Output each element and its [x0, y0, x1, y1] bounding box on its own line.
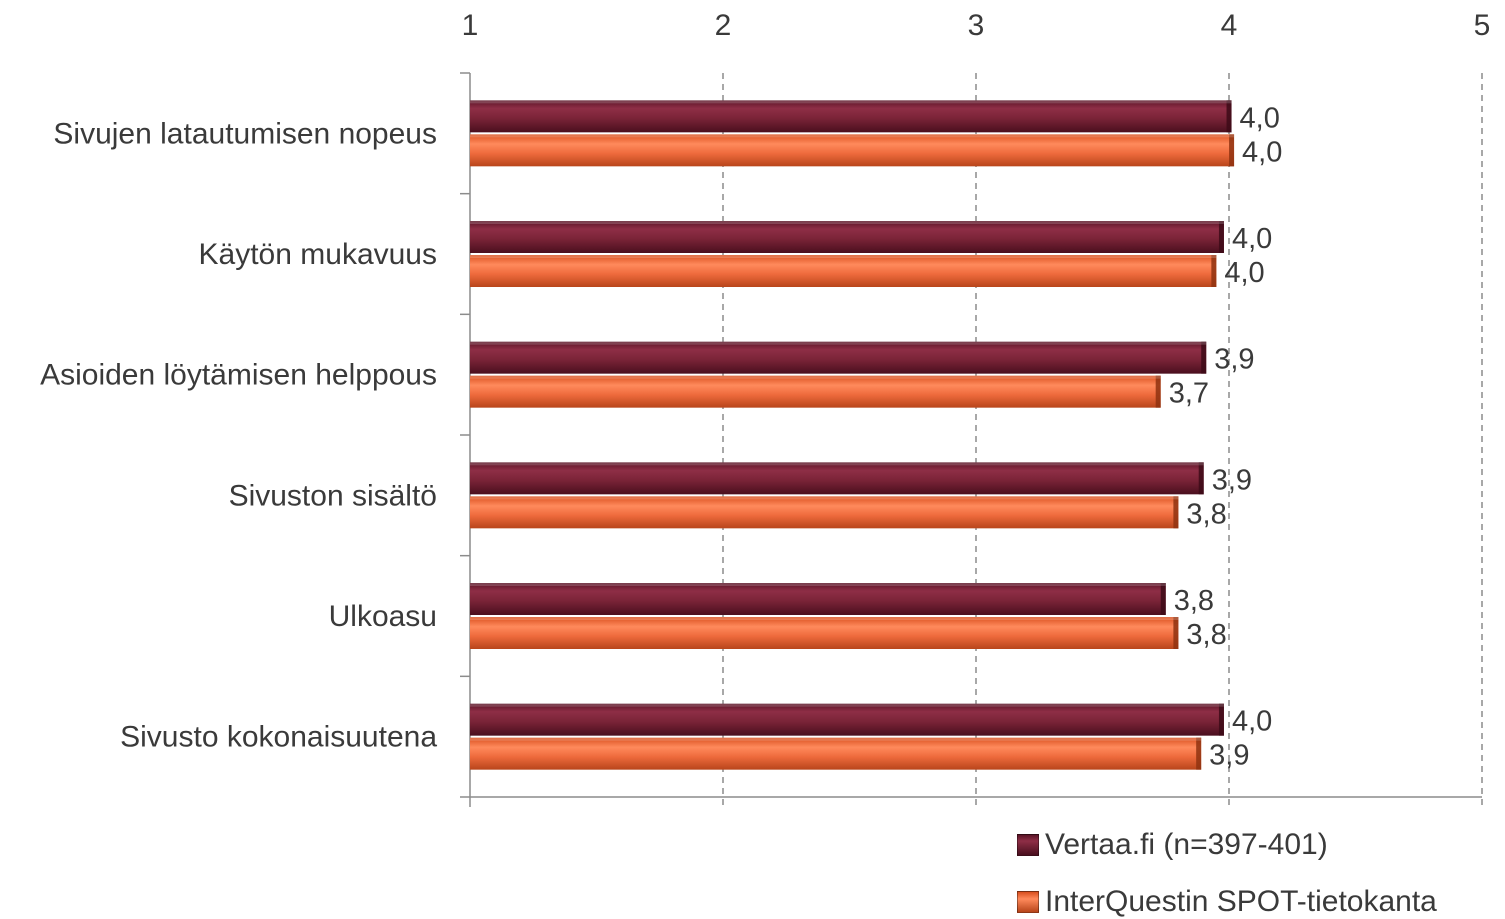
- bar-end-cap: [1226, 100, 1232, 133]
- data-label: 4,0: [1240, 102, 1280, 134]
- bar-series-0-2: [470, 341, 1207, 374]
- bar-body: [470, 221, 1224, 253]
- data-label: 3,9: [1214, 344, 1254, 376]
- bar-series-1-5: [470, 737, 1202, 770]
- bar-end-cap: [1229, 134, 1235, 167]
- bar-body: [470, 737, 1202, 770]
- bar-highlight: [470, 703, 1224, 707]
- x-tick-label-5: 5: [1474, 9, 1491, 42]
- bar-body: [470, 496, 1179, 529]
- bar-body: [470, 375, 1161, 408]
- gridlines: [722, 73, 1483, 807]
- bar-highlight: [470, 462, 1204, 466]
- legend-label-series-1: InterQuestin SPOT-tietokanta: [1045, 885, 1437, 918]
- bar-series-1-4: [470, 617, 1179, 649]
- bar-body: [470, 703, 1224, 736]
- bar-highlight: [470, 496, 1179, 500]
- bar-end-cap: [1211, 255, 1217, 287]
- bar-end-cap: [1173, 496, 1179, 529]
- data-label: 3,9: [1209, 740, 1249, 772]
- x-tick-label-3: 3: [968, 9, 985, 42]
- bar-series-1-1: [470, 255, 1217, 287]
- bar-body: [470, 617, 1179, 649]
- category-label: Sivusto kokonaisuutena: [120, 721, 437, 754]
- category-label: Sivujen latautumisen nopeus: [53, 117, 437, 150]
- bar-body: [470, 255, 1217, 287]
- bar-end-cap: [1196, 737, 1202, 770]
- bar-body: [470, 462, 1204, 495]
- data-label: 4,0: [1224, 257, 1264, 289]
- category-label: Asioiden löytämisen helppous: [40, 359, 437, 392]
- bars: [470, 100, 1235, 770]
- bar-series-0-4: [470, 583, 1166, 615]
- bar-end-cap: [1198, 462, 1204, 495]
- legend-swatch-series-0: [1017, 834, 1039, 856]
- data-label: 3,9: [1212, 464, 1252, 496]
- bar-body: [470, 341, 1207, 374]
- data-label: 3,8: [1186, 619, 1226, 651]
- bar-series-0-1: [470, 221, 1224, 253]
- bar-body: [470, 583, 1166, 615]
- bar-highlight: [470, 221, 1224, 224]
- data-label: 4,0: [1242, 136, 1282, 168]
- bar-highlight: [470, 737, 1202, 741]
- bar-highlight: [470, 134, 1235, 138]
- bar-highlight: [470, 617, 1179, 620]
- legend-swatch-series-1: [1017, 891, 1039, 913]
- data-label: 4,0: [1232, 706, 1272, 738]
- x-tick-label-2: 2: [715, 9, 732, 42]
- bar-end-cap: [1218, 703, 1224, 736]
- legend-item-series-0: Vertaa.fi (n=397-401): [1017, 828, 1328, 862]
- data-label: 4,0: [1232, 223, 1272, 255]
- bar-end-cap: [1155, 375, 1161, 408]
- data-label: 3,8: [1186, 498, 1226, 530]
- bar-highlight: [470, 583, 1166, 586]
- legend-item-series-1: InterQuestin SPOT-tietokanta: [1017, 885, 1437, 919]
- bar-series-0-5: [470, 703, 1224, 736]
- category-label: Käytön mukavuus: [199, 238, 437, 271]
- x-tick-label-1: 1: [462, 9, 479, 42]
- data-label: 3,8: [1174, 585, 1214, 617]
- bar-body: [470, 134, 1235, 167]
- bar-end-cap: [1218, 221, 1224, 253]
- bar-series-1-2: [470, 375, 1161, 408]
- category-label: Sivuston sisältö: [229, 479, 437, 512]
- bar-body: [470, 100, 1232, 133]
- legend-label-series-0: Vertaa.fi (n=397-401): [1045, 828, 1328, 861]
- bar-end-cap: [1173, 617, 1179, 649]
- data-label: 3,7: [1169, 378, 1209, 410]
- bar-series-1-3: [470, 496, 1179, 529]
- bar-series-0-3: [470, 462, 1204, 495]
- labels: Sivujen latautumisen nopeus 4,04,0Käytön …: [40, 102, 1282, 771]
- bar-highlight: [470, 255, 1217, 258]
- bar-series-1-0: [470, 134, 1235, 167]
- bar-highlight: [470, 100, 1232, 104]
- bar-highlight: [470, 341, 1207, 345]
- x-tick-label-4: 4: [1221, 9, 1238, 42]
- bar-end-cap: [1201, 341, 1207, 374]
- axes: 1 2 3 4 5: [460, 9, 1490, 807]
- bar-series-0-0: [470, 100, 1232, 133]
- bar-end-cap: [1160, 583, 1166, 615]
- bar-highlight: [470, 375, 1161, 379]
- category-label: Ulkoasu: [329, 600, 437, 633]
